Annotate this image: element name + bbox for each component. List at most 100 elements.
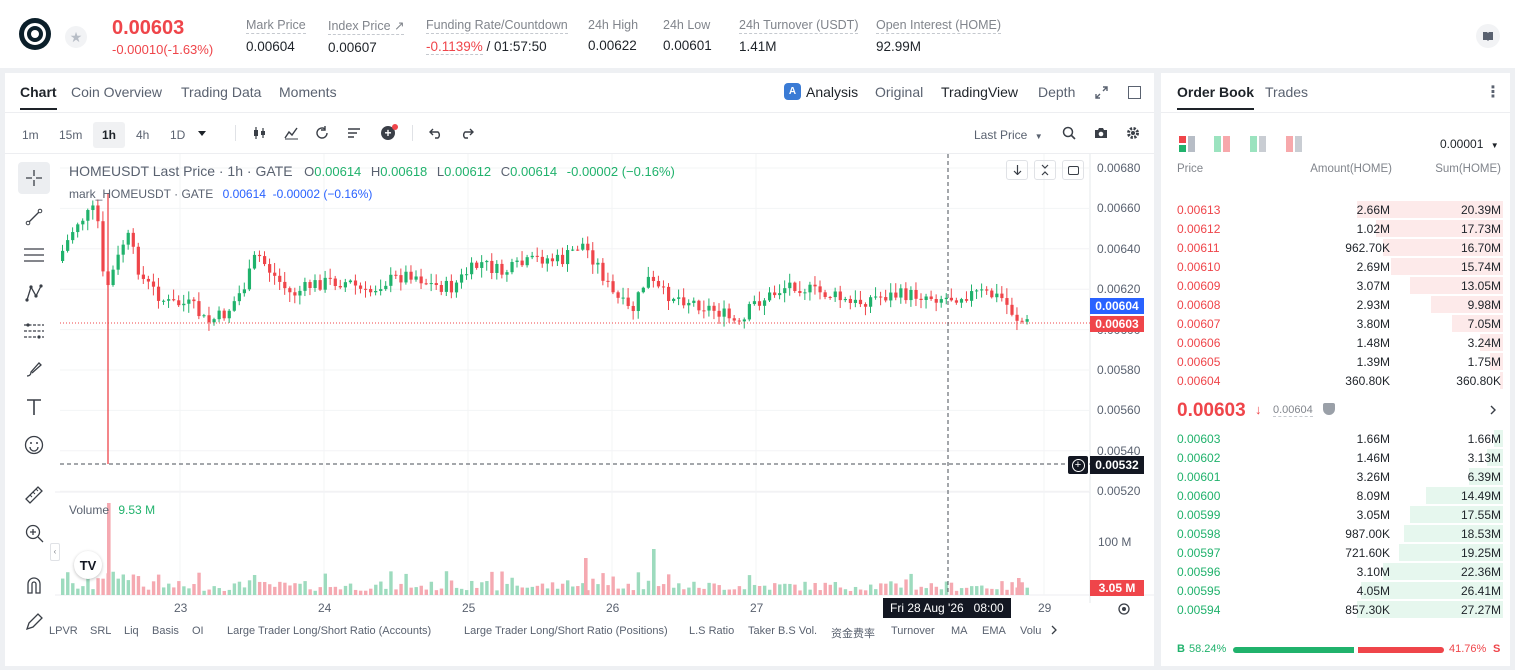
tab-depth[interactable]: Depth bbox=[1038, 84, 1076, 100]
bid-row[interactable]: 0.00597 721.60K 19.25M bbox=[1172, 543, 1503, 562]
indicator-srl[interactable]: SRL bbox=[90, 625, 112, 637]
crosshair-tool-icon[interactable] bbox=[18, 162, 50, 194]
window-icon[interactable] bbox=[1126, 84, 1142, 100]
interval-1m[interactable]: 1m bbox=[22, 128, 39, 142]
time-axis-settings-icon[interactable] bbox=[1115, 600, 1133, 618]
plus-circle-icon[interactable]: + bbox=[1068, 456, 1088, 474]
tab-chart[interactable]: Chart bbox=[20, 84, 57, 110]
collapse-volume-icon[interactable]: ‹ bbox=[50, 543, 60, 561]
tab-coin-overview[interactable]: Coin Overview bbox=[71, 84, 163, 100]
indicator-lpvr[interactable]: LPVR bbox=[49, 625, 78, 637]
ask-row[interactable]: 0.00613 2.66M 20.39M bbox=[1172, 200, 1503, 219]
indicator-turnover[interactable]: Turnover bbox=[891, 625, 935, 637]
tab-order-book[interactable]: Order Book bbox=[1177, 84, 1255, 110]
stat-label[interactable]: Index Price ↗ bbox=[328, 19, 405, 35]
view-split-icon[interactable] bbox=[1213, 135, 1231, 153]
candlestick-type-icon[interactable] bbox=[251, 125, 269, 141]
ask-row[interactable]: 0.00604 360.80K 360.80K bbox=[1172, 371, 1503, 390]
interval-4h[interactable]: 4h bbox=[136, 128, 150, 142]
camera-icon[interactable] bbox=[1092, 125, 1110, 141]
stat-label[interactable]: 24h Turnover (USDT) bbox=[739, 18, 859, 34]
bid-row[interactable]: 0.00594 857.30K 27.27M bbox=[1172, 600, 1503, 619]
tab-original[interactable]: Original bbox=[875, 84, 924, 100]
stat-label[interactable]: Mark Price bbox=[246, 18, 306, 34]
indicator-ema[interactable]: EMA bbox=[982, 625, 1006, 637]
ask-row[interactable]: 0.00610 2.69M 15.74M bbox=[1172, 257, 1503, 276]
redo-icon[interactable] bbox=[458, 125, 476, 141]
collapse-icon[interactable] bbox=[1034, 160, 1056, 180]
tab-trades[interactable]: Trades bbox=[1265, 84, 1309, 100]
interval-1d[interactable]: 1D bbox=[170, 128, 186, 142]
search-icon[interactable] bbox=[1060, 125, 1078, 141]
bid-row[interactable]: 0.00595 4.05M 26.41M bbox=[1172, 581, 1503, 600]
tab-trading-data[interactable]: Trading Data bbox=[181, 84, 262, 100]
emoji-tool-icon[interactable] bbox=[18, 429, 50, 461]
bid-row[interactable]: 0.00600 8.09M 14.49M bbox=[1172, 486, 1503, 505]
bid-row[interactable]: 0.00602 1.46M 3.13M bbox=[1172, 448, 1503, 467]
ask-row[interactable]: 0.00611 962.70K 16.70M bbox=[1172, 238, 1503, 257]
bid-row[interactable]: 0.00598 987.00K 18.53M bbox=[1172, 524, 1503, 543]
expand-icon[interactable] bbox=[1093, 84, 1109, 100]
ruler-tool-icon[interactable] bbox=[18, 479, 50, 511]
bid-row[interactable]: 0.00599 3.05M 17.55M bbox=[1172, 505, 1503, 524]
text-tool-icon[interactable] bbox=[18, 391, 50, 423]
indicator-large-trader-positions[interactable]: Large Trader Long/Short Ratio (Positions… bbox=[464, 625, 668, 637]
precision-select[interactable]: 0.00001 ▼ bbox=[1440, 137, 1499, 151]
ask-row[interactable]: 0.00607 3.80M 7.05M bbox=[1172, 314, 1503, 333]
view-bids-icon[interactable] bbox=[1249, 135, 1267, 153]
indicator-basis[interactable]: Basis bbox=[152, 625, 179, 637]
horizontal-lines-tool-icon[interactable] bbox=[18, 239, 50, 271]
view-both-icon[interactable] bbox=[1178, 135, 1196, 153]
alert-add-icon[interactable]: + bbox=[378, 124, 398, 142]
last-price-dropdown[interactable]: Last Price ▼ bbox=[967, 125, 1050, 145]
pattern-tool-icon[interactable] bbox=[18, 277, 50, 309]
undo-icon[interactable] bbox=[427, 125, 445, 141]
ask-row[interactable]: 0.00606 1.48M 3.24M bbox=[1172, 333, 1503, 352]
magnet-tool-icon[interactable] bbox=[18, 569, 50, 601]
ask-row[interactable]: 0.00608 2.93M 9.98M bbox=[1172, 295, 1503, 314]
chevron-right-icon[interactable] bbox=[1047, 623, 1061, 637]
chevron-right-icon[interactable] bbox=[1487, 403, 1499, 417]
indicator-liq[interactable]: Liq bbox=[124, 625, 139, 637]
bid-row[interactable]: 0.00596 3.10M 22.36M bbox=[1172, 562, 1503, 581]
favorite-star-icon[interactable]: ★ bbox=[65, 26, 87, 48]
indicator-large-trader-accounts[interactable]: Large Trader Long/Short Ratio (Accounts) bbox=[227, 625, 432, 637]
volume-bar bbox=[833, 581, 838, 595]
stat-label[interactable]: Open Interest (HOME) bbox=[876, 18, 1002, 34]
pencil-lock-tool-icon[interactable] bbox=[18, 606, 50, 638]
caret-down-icon[interactable] bbox=[196, 127, 208, 139]
bid-row[interactable]: 0.00601 3.26M 6.39M bbox=[1172, 467, 1503, 486]
interval-1h[interactable]: 1h bbox=[93, 122, 126, 148]
candlestick-chart[interactable] bbox=[5, 73, 1154, 666]
interval-15m[interactable]: 15m bbox=[59, 128, 83, 142]
replay-icon[interactable] bbox=[313, 125, 331, 141]
arrow-down-icon[interactable] bbox=[1006, 160, 1028, 180]
more-vertical-icon[interactable]: ⋮ bbox=[1485, 84, 1501, 101]
templates-icon[interactable] bbox=[345, 125, 363, 141]
indicator-funding-rate[interactable]: 资金费率 bbox=[831, 628, 875, 640]
fib-tool-icon[interactable] bbox=[18, 315, 50, 347]
indicator-ls-ratio[interactable]: L.S Ratio bbox=[689, 625, 735, 637]
trend-line-tool-icon[interactable] bbox=[18, 201, 50, 233]
tab-moments[interactable]: Moments bbox=[279, 84, 337, 100]
view-asks-icon[interactable] bbox=[1285, 135, 1303, 153]
mid-mark-price[interactable]: 0.00604 bbox=[1273, 404, 1313, 417]
bid-row[interactable]: 0.00603 1.66M 1.66M bbox=[1172, 429, 1503, 448]
ask-row[interactable]: 0.00609 3.07M 13.05M bbox=[1172, 276, 1503, 295]
ask-row[interactable]: 0.00605 1.39M 1.75M bbox=[1172, 352, 1503, 371]
candle-body bbox=[586, 243, 590, 251]
settings-gear-icon[interactable] bbox=[1124, 125, 1142, 141]
indicator-taker-bs-vol[interactable]: Taker B.S Vol. bbox=[748, 625, 818, 637]
indicators-icon[interactable] bbox=[282, 125, 300, 141]
ask-row[interactable]: 0.00612 1.02M 17.73M bbox=[1172, 219, 1503, 238]
book-icon[interactable] bbox=[1476, 24, 1500, 48]
indicator-volume[interactable]: Volu bbox=[1020, 625, 1042, 637]
indicator-ma[interactable]: MA bbox=[951, 625, 968, 637]
tab-analysis[interactable]: Analysis bbox=[806, 84, 859, 100]
indicator-oi[interactable]: OI bbox=[192, 625, 204, 637]
brush-tool-icon[interactable] bbox=[18, 353, 50, 385]
zoom-in-tool-icon[interactable] bbox=[18, 517, 50, 549]
stat-label[interactable]: Funding Rate/Countdown bbox=[426, 18, 568, 34]
tab-tradingview[interactable]: TradingView bbox=[941, 84, 1019, 100]
fit-screen-icon[interactable] bbox=[1062, 160, 1084, 180]
